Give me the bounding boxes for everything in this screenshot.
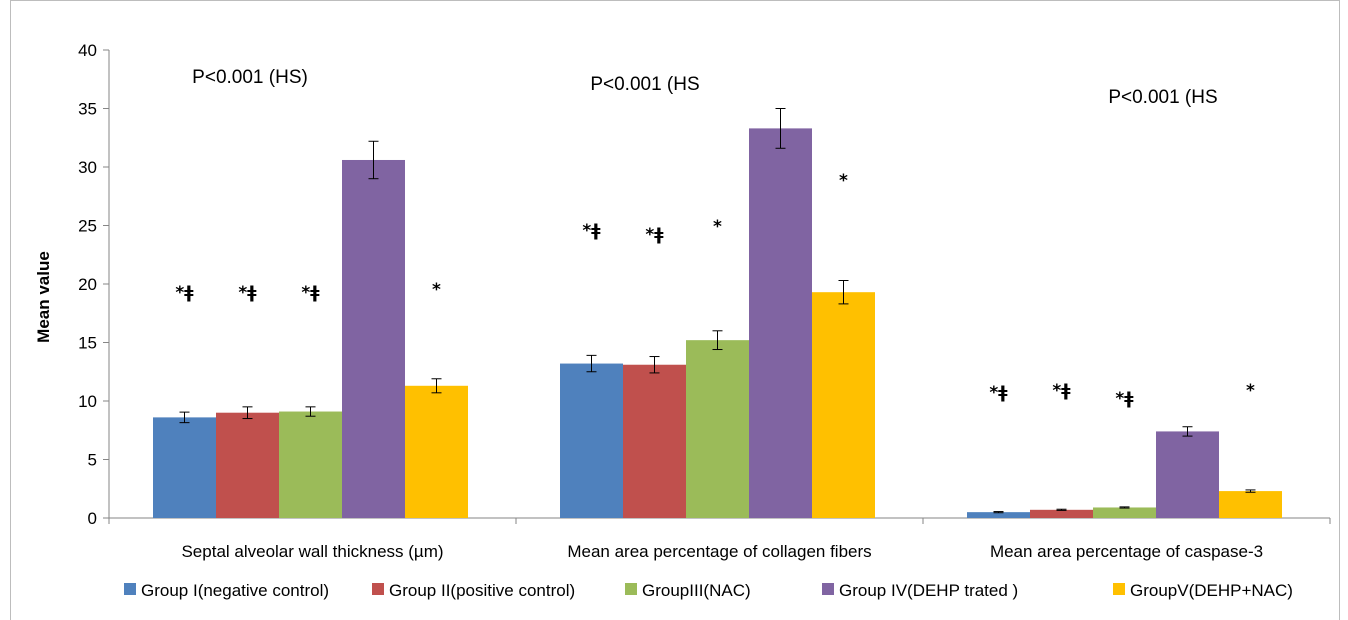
y-tick-label: 30 <box>78 158 97 177</box>
significance-marker: *ǂ <box>175 283 194 303</box>
bar <box>686 340 749 518</box>
significance-marker: *ǂ <box>1052 381 1071 401</box>
chart-frame <box>10 0 1340 620</box>
bars <box>153 128 1282 519</box>
significance-marker: *ǂ <box>582 221 601 241</box>
bar <box>749 128 812 518</box>
bar <box>153 417 216 518</box>
bar <box>405 385 468 518</box>
bar <box>1093 507 1156 518</box>
y-tick-label: 10 <box>78 392 97 411</box>
p-value-annotation: P<0.001 (HS <box>590 74 699 95</box>
category-label: Septal alveolar wall thickness (µm) <box>181 542 443 561</box>
bar <box>967 512 1030 518</box>
significance-marker: *ǂ <box>645 225 664 245</box>
bar <box>623 364 686 518</box>
significance-marker: *ǂ <box>1115 389 1134 409</box>
category-label: Mean area percentage of collagen fibers <box>567 542 871 561</box>
p-value-annotation: P<0.001 (HS <box>1108 87 1217 108</box>
bar <box>812 292 875 518</box>
y-tick-label: 20 <box>78 275 97 294</box>
significance-marker: *ǂ <box>989 383 1008 403</box>
bar <box>1156 431 1219 518</box>
y-tick-label: 0 <box>88 509 97 528</box>
significance-marker: *ǂ <box>238 283 257 303</box>
significance-marker: * <box>432 280 441 300</box>
legend-swatch <box>1113 583 1125 595</box>
legend-label: GroupV(DEHP+NAC) <box>1130 581 1293 600</box>
legend-swatch <box>124 583 136 595</box>
bar <box>216 412 279 518</box>
y-tick-label: 35 <box>78 100 97 119</box>
category-labels: Septal alveolar wall thickness (µm) Mean … <box>181 542 1263 561</box>
y-tick-label: 40 <box>78 41 97 60</box>
significance-marker: *ǂ <box>301 283 320 303</box>
bar <box>560 363 623 518</box>
y-tick-label: 25 <box>78 217 97 236</box>
legend-swatch <box>372 583 384 595</box>
legend-swatch <box>625 583 637 595</box>
significance-marker: * <box>1246 381 1255 401</box>
bar <box>1219 491 1282 518</box>
error-bars <box>179 108 1256 514</box>
legend-label: GroupIII(NAC) <box>642 581 751 600</box>
bar <box>342 159 405 519</box>
legend-label: Group I(negative control) <box>141 581 329 600</box>
y-tick-label: 5 <box>88 451 97 470</box>
legend-label: Group IV(DEHP trated ) <box>839 581 1018 600</box>
legend: Group I(negative control) Group II(positi… <box>124 581 1293 600</box>
legend-label: Group II(positive control) <box>389 581 575 600</box>
category-label: Mean area percentage of caspase-3 <box>990 542 1263 561</box>
y-tick-labels: 0 5 10 15 20 25 30 35 40 <box>78 41 97 528</box>
annotations: P<0.001 (HS) P<0.001 (HS P<0.001 (HS *ǂ *ǂ *ǂ… <box>175 67 1255 409</box>
significance-marker: * <box>839 171 848 191</box>
legend-swatch <box>822 583 834 595</box>
bar <box>1030 509 1093 518</box>
y-tick-label: 15 <box>78 334 97 353</box>
significance-marker: * <box>713 217 722 237</box>
p-value-annotation: P<0.001 (HS) <box>192 67 308 88</box>
y-axis-label: Mean value <box>34 251 53 343</box>
bar <box>279 411 342 518</box>
